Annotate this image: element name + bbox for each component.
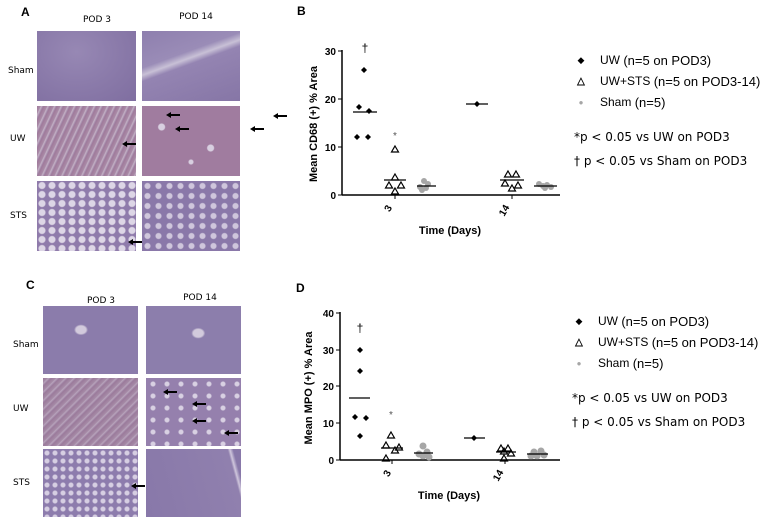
x-tick-14: 14 bbox=[497, 203, 512, 219]
y-tick-0: 0 bbox=[328, 456, 334, 467]
arrow-icon bbox=[166, 112, 180, 118]
series-uw-sts-day14 bbox=[496, 443, 516, 462]
panel-letter-b: B bbox=[297, 4, 306, 18]
legend-detail: (n=5) bbox=[634, 95, 666, 110]
micrograph-a-sham-pod3 bbox=[37, 31, 136, 101]
micrograph-a-uw-pod14 bbox=[142, 106, 240, 176]
micrograph-c-sts-pod14 bbox=[146, 449, 241, 517]
diamond-icon: ◆ bbox=[577, 55, 585, 65]
micrograph-a-sts-pod14 bbox=[142, 181, 240, 251]
x-axis-label: Time (Days) bbox=[418, 490, 480, 502]
legend-detail: (n=5 on POD3-14) bbox=[651, 335, 759, 350]
panel-letter-c: C bbox=[26, 278, 35, 292]
row-label-uw: UW bbox=[13, 404, 29, 414]
y-tick-30: 30 bbox=[325, 47, 337, 58]
arrow-icon bbox=[122, 141, 136, 147]
legend-label: UW+STS bbox=[600, 74, 651, 88]
significance-note-star: *p < 0.05 vs UW on POD3 bbox=[574, 130, 730, 144]
dagger-annotation: † bbox=[362, 41, 369, 55]
micrograph-a-uw-pod3 bbox=[37, 106, 136, 176]
y-axis-label: Mean CD68 (+) % Area bbox=[308, 65, 320, 182]
legend-item-sham: ● Sham (n=5) bbox=[574, 92, 760, 113]
circle-icon: ● bbox=[578, 98, 584, 107]
row-label-sts: STS bbox=[10, 211, 27, 221]
micrograph-c-uw-pod3 bbox=[43, 378, 138, 446]
arrow-icon bbox=[128, 239, 142, 245]
scatter-plot-cd68: 0 10 20 30 3 14 Mean CD68 (+) % Area Tim… bbox=[308, 41, 560, 237]
legend-detail: (n=5 on POD3-14) bbox=[653, 74, 761, 89]
y-tick-30: 30 bbox=[323, 346, 335, 357]
arrow-icon bbox=[192, 418, 206, 424]
arrow-icon bbox=[163, 389, 177, 395]
circle-icon: ● bbox=[576, 359, 582, 368]
star-annotation: * bbox=[393, 131, 397, 142]
series-sham-day3 bbox=[415, 442, 433, 461]
significance-note-dagger: † p < 0.05 vs Sham on POD3 bbox=[572, 415, 746, 429]
dagger-annotation: † bbox=[357, 321, 364, 335]
micrograph-c-uw-pod14 bbox=[146, 378, 241, 446]
y-tick-20: 20 bbox=[323, 382, 335, 393]
micrograph-a-sts-pod3 bbox=[37, 181, 136, 251]
column-label-pod14: POD 14 bbox=[183, 293, 217, 303]
panel-letter-a: A bbox=[21, 5, 30, 19]
legend-item-uw: ◆ UW (n=5 on POD3) bbox=[574, 50, 760, 71]
row-label-sham: Sham bbox=[8, 66, 34, 76]
legend-d: ◆ UW (n=5 on POD3) △ UW+STS (n=5 on POD3… bbox=[572, 311, 758, 434]
row-label-sham: Sham bbox=[13, 340, 39, 350]
micrograph-c-sts-pod3 bbox=[43, 449, 138, 517]
series-uw-sts-day3 bbox=[384, 144, 406, 195]
legend-label: UW bbox=[600, 53, 620, 67]
legend-item-uw-sts: △ UW+STS (n=5 on POD3-14) bbox=[572, 332, 758, 353]
series-uw-day3 bbox=[352, 347, 369, 439]
column-label-pod14: POD 14 bbox=[179, 12, 213, 22]
x-axis-label: Time (Days) bbox=[419, 225, 481, 237]
diamond-icon: ◆ bbox=[575, 316, 583, 326]
scatter-plot-mpo: 0 10 20 30 40 3 14 Mean MPO (+) % Area T… bbox=[303, 309, 560, 502]
panel-letter-d: D bbox=[296, 281, 305, 295]
series-uw-day3 bbox=[354, 67, 372, 140]
legend-label: Sham bbox=[598, 356, 630, 370]
significance-note-dagger: † p < 0.05 vs Sham on POD3 bbox=[574, 154, 748, 168]
legend-b: ◆ UW (n=5 on POD3) △ UW+STS (n=5 on POD3… bbox=[574, 50, 760, 173]
y-tick-10: 10 bbox=[325, 143, 337, 154]
x-tick-14: 14 bbox=[491, 468, 506, 484]
arrow-icon bbox=[175, 126, 189, 132]
arrow-icon bbox=[224, 430, 238, 436]
y-tick-0: 0 bbox=[330, 191, 336, 202]
legend-item-uw: ◆ UW (n=5 on POD3) bbox=[572, 311, 758, 332]
column-label-pod3: POD 3 bbox=[86, 296, 116, 306]
y-axis-label: Mean MPO (+) % Area bbox=[303, 331, 315, 445]
legend-label: UW bbox=[598, 314, 618, 328]
y-tick-10: 10 bbox=[323, 419, 335, 430]
arrow-icon bbox=[192, 401, 206, 407]
legend-item-sham: ● Sham (n=5) bbox=[572, 353, 758, 374]
y-tick-20: 20 bbox=[325, 95, 337, 106]
x-tick-3: 3 bbox=[382, 468, 395, 479]
legend-detail: (n=5 on POD3) bbox=[621, 314, 710, 329]
legend-detail: (n=5 on POD3) bbox=[623, 53, 712, 68]
series-uw-sts-day3 bbox=[381, 430, 404, 462]
row-label-sts: STS bbox=[13, 478, 30, 488]
row-label-uw: UW bbox=[10, 134, 26, 144]
star-annotation: * bbox=[389, 410, 393, 421]
series-uw-sts-day14 bbox=[500, 169, 523, 192]
legend-detail: (n=5) bbox=[632, 356, 664, 371]
legend-label: Sham bbox=[600, 95, 632, 109]
triangle-icon: △ bbox=[575, 337, 583, 348]
triangle-icon: △ bbox=[577, 76, 585, 87]
micrograph-c-sham-pod3 bbox=[43, 306, 138, 374]
arrow-icon bbox=[273, 113, 287, 119]
arrow-icon bbox=[131, 483, 145, 489]
y-tick-40: 40 bbox=[323, 309, 335, 320]
x-tick-3: 3 bbox=[383, 203, 396, 214]
legend-item-uw-sts: △ UW+STS (n=5 on POD3-14) bbox=[574, 71, 760, 92]
micrograph-c-sham-pod14 bbox=[146, 306, 241, 374]
significance-note-star: *p < 0.05 vs UW on POD3 bbox=[572, 391, 728, 405]
legend-label: UW+STS bbox=[598, 335, 649, 349]
micrograph-a-sham-pod14 bbox=[142, 31, 240, 101]
column-label-pod3: POD 3 bbox=[82, 15, 112, 25]
arrow-icon bbox=[250, 126, 264, 132]
